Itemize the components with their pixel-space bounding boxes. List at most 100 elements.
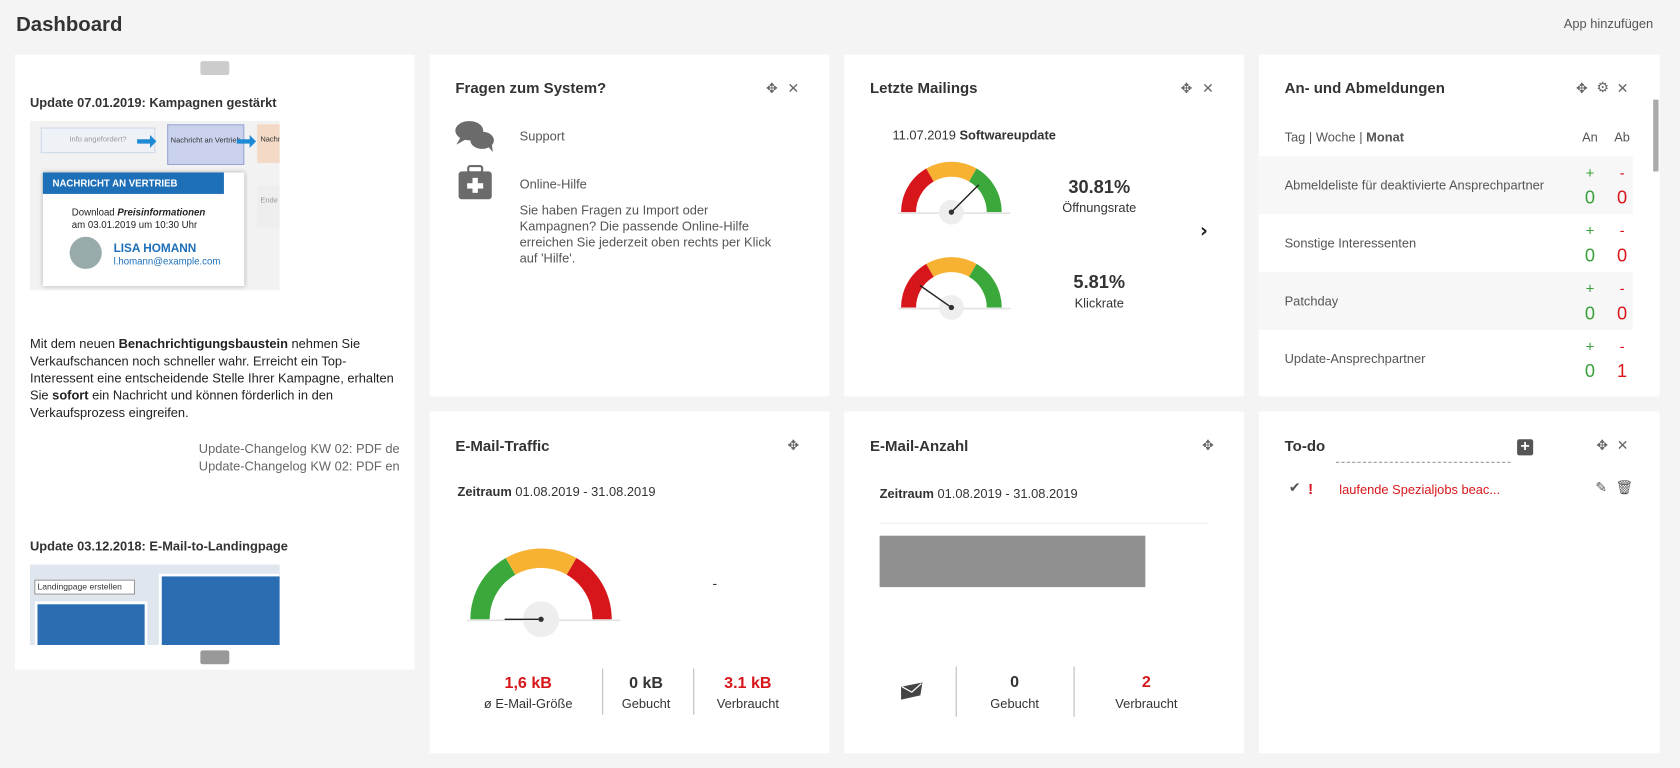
row-name: Update-Ansprechpartner: [1284, 351, 1426, 367]
flow-box: Ende: [257, 185, 280, 229]
text-bold: sofort: [52, 387, 89, 403]
separator-line: [879, 522, 1209, 524]
close-icon[interactable]: ✕: [1616, 438, 1629, 455]
edit-icon[interactable]: ✎: [1595, 479, 1607, 497]
move-icon[interactable]: ✥: [1180, 81, 1193, 98]
scroll-down-button[interactable]: [200, 650, 230, 665]
stat-value: 1,6 kB: [504, 673, 552, 693]
move-icon[interactable]: ✥: [1576, 81, 1588, 98]
news-title: Update 03.12.2018: E-Mail-to-Landingpage: [29, 538, 288, 554]
mailings-panel: [844, 54, 1244, 397]
unsubscribed-count: 1: [1617, 361, 1628, 382]
card-title: NACHRICHT AN VERTRIEB: [42, 172, 224, 194]
stat-value: 0 kB: [629, 673, 664, 693]
download-label: Download: [71, 206, 115, 218]
todo-item[interactable]: laufende Spezialjobs beac...: [1339, 482, 1501, 498]
stat-value: 0: [1010, 672, 1020, 692]
panel-title: E-Mail-Traffic: [455, 437, 550, 455]
close-icon[interactable]: ✕: [1616, 81, 1629, 98]
metric-label: Öffnungsrate: [1062, 200, 1137, 216]
stat-label: Verbraucht: [716, 696, 779, 712]
panel-title: An- und Abmeldungen: [1284, 79, 1445, 97]
divider: [1073, 666, 1075, 717]
flow-box: Nachr: [257, 124, 280, 163]
settings-icon[interactable]: ⚙: [1596, 80, 1609, 97]
image-shape: [158, 573, 280, 645]
move-icon[interactable]: ✥: [766, 81, 778, 98]
period: Zeitraum 01.08.2019 - 31.08.2019: [457, 484, 655, 499]
stat-label: Gebucht: [621, 696, 671, 712]
move-icon[interactable]: ✥: [1202, 438, 1214, 455]
text: Mit dem neuen: [29, 336, 119, 352]
plus-sign: +: [1585, 279, 1595, 297]
minus-sign: -: [1619, 163, 1625, 182]
divider: [955, 666, 957, 717]
support-link[interactable]: Support: [519, 128, 565, 144]
row-name: Patchday: [1284, 293, 1339, 309]
close-icon[interactable]: ✕: [1202, 81, 1214, 98]
news-body: Mit dem neuen Benachrichtigungsbaustein …: [30, 335, 394, 421]
metric-value: 5.81%: [1073, 272, 1126, 293]
help-panel: [429, 54, 830, 397]
changelog-link[interactable]: Update-Changelog KW 02: PDF en: [198, 458, 400, 474]
todo-input-line[interactable]: [1336, 461, 1511, 463]
card-name: LISA HOMANN: [113, 242, 197, 255]
separator: |: [1359, 129, 1363, 145]
scrollbar: [1653, 99, 1659, 172]
card-email: l.homann@example.com: [113, 256, 221, 267]
period-label: Zeitraum: [879, 486, 934, 502]
add-todo-button[interactable]: +: [1517, 438, 1534, 456]
placeholder-bar: [879, 535, 1146, 588]
column-header: Ab: [1614, 129, 1630, 145]
period-label: Zeitraum: [457, 484, 512, 500]
unsubscribed-count: 0: [1617, 303, 1628, 324]
row-name: Abmeldeliste für deaktivierte Ansprechpa…: [1284, 177, 1545, 193]
period-option-active[interactable]: Monat: [1366, 129, 1405, 145]
stat-label: Verbraucht: [1115, 696, 1178, 712]
period-option[interactable]: Woche: [1315, 129, 1356, 145]
next-arrow[interactable]: ›: [1199, 219, 1208, 243]
placeholder: -: [712, 575, 718, 592]
metric-label: Klickrate: [1074, 295, 1124, 311]
metric-value: 30.81%: [1068, 176, 1131, 198]
stat-label: Gebucht: [990, 696, 1039, 712]
separator: |: [1308, 129, 1313, 145]
text: ein Nachricht und können förderlich in d…: [29, 387, 334, 420]
check-icon[interactable]: ✔: [1288, 479, 1301, 497]
panel-title: E-Mail-Anzahl: [869, 437, 969, 455]
flow-box: Nachricht an Vertrieb: [167, 124, 245, 165]
add-app-link[interactable]: App hinzufügen: [1563, 16, 1654, 32]
minus-sign: -: [1619, 221, 1625, 239]
delete-icon[interactable]: 🗑: [1615, 479, 1634, 497]
plus-sign: +: [1585, 163, 1595, 182]
news-image: Info angefordert? Nachricht an Vertrieb …: [29, 121, 280, 291]
news-title: Update 07.01.2019: Kampagnen gestärkt: [29, 95, 277, 111]
divider: [602, 668, 604, 715]
panel-title: Letzte Mailings: [869, 79, 978, 97]
period: Zeitraum 01.08.2019 - 31.08.2019: [880, 486, 1078, 501]
close-icon[interactable]: ✕: [787, 81, 800, 98]
mailing-date: 11.07.2019: [892, 127, 956, 143]
divider: [693, 668, 695, 715]
mailing-name: Softwareupdate: [959, 127, 1056, 143]
avatar: [69, 236, 102, 269]
scroll-up-button[interactable]: [200, 61, 230, 75]
stat-value: 3.1 kB: [724, 673, 772, 693]
unsubscribed-count: 0: [1617, 245, 1628, 266]
subscription-row: [1258, 272, 1633, 330]
image-label: Landingpage erstellen: [34, 579, 135, 595]
changelog-link[interactable]: Update-Changelog KW 02: PDF de: [198, 441, 400, 457]
todo-panel: [1258, 411, 1660, 754]
text-bold: Benachrichtigungsbaustein: [118, 336, 288, 352]
subscription-row: [1258, 329, 1633, 388]
priority-icon: !: [1308, 479, 1314, 498]
stat-value: 2: [1141, 672, 1151, 692]
period-option[interactable]: Tag: [1284, 129, 1306, 145]
online-help-link[interactable]: Online-Hilfe: [519, 176, 587, 192]
help-description: Sie haben Fragen zu Import oder Kampagne…: [519, 202, 772, 266]
move-icon[interactable]: ✥: [1596, 438, 1609, 455]
move-icon[interactable]: ✥: [787, 438, 800, 455]
subscription-row: [1258, 214, 1633, 273]
